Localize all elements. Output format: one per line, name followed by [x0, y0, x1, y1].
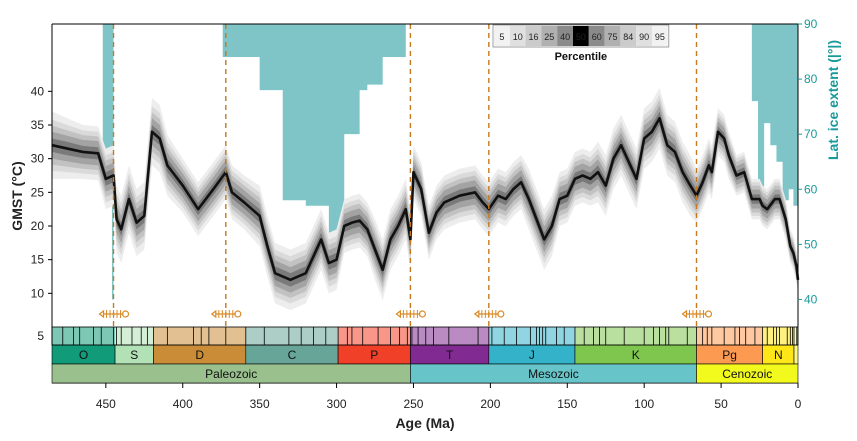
period-label-N: N: [774, 348, 783, 362]
x-tick-label: 50: [714, 397, 728, 411]
legend-label-90: 90: [639, 32, 649, 42]
era-label-Paleozoic: Paleozoic: [205, 367, 257, 381]
era-label-Cenozoic: Cenozoic: [722, 367, 772, 381]
stage-frame: [51, 326, 799, 346]
legend-label-16: 16: [528, 32, 538, 42]
band-p25-p75: [52, 105, 798, 293]
period-label-D: D: [195, 348, 204, 362]
y2-tick-label: 40: [804, 292, 818, 306]
legend-swatch-25: [541, 26, 558, 46]
legend-label-60: 60: [592, 32, 602, 42]
fish-icon: [395, 309, 426, 319]
stage-band-O: [52, 327, 116, 345]
y-tick-label: 25: [31, 185, 45, 199]
legend-label-95: 95: [655, 32, 665, 42]
y-tick-label: 40: [31, 84, 45, 98]
extinction-markers: [98, 24, 713, 327]
x-tick-label: 250: [403, 397, 423, 411]
legend-swatch-50: [573, 26, 589, 46]
stage-band-T: [410, 327, 489, 345]
y-tick-label: 35: [31, 118, 45, 132]
x-tick-label: 400: [173, 397, 193, 411]
legend-swatch-84: [620, 26, 637, 46]
stage-band-N: [762, 327, 795, 345]
y2-tick-label: 50: [804, 237, 818, 251]
x-axis-title: Age (Ma): [395, 415, 454, 431]
era-label-Mesozoic: Mesozoic: [528, 367, 579, 381]
y-tick-label: 20: [31, 219, 45, 233]
legend-swatch-90: [636, 26, 652, 46]
y2-axis-title: Lat. ice extent (|°|): [825, 40, 841, 160]
period-label-Pg: Pg: [722, 348, 737, 362]
axis-titles: Age (Ma) GMST (°C) Lat. ice extent (|°|): [9, 40, 841, 431]
y2-tick-label: 60: [804, 182, 818, 196]
x-tick-label: 350: [250, 397, 270, 411]
fish-icon: [681, 309, 713, 319]
legend-label-50: 50: [576, 32, 586, 42]
legend-swatch-75: [604, 26, 621, 46]
period-label-T: T: [446, 348, 454, 362]
stage-band-C: [245, 327, 339, 345]
era-Cenozoic: [696, 363, 799, 384]
fish-icon: [210, 309, 242, 319]
stage-band-S: [115, 327, 154, 345]
legend-label-10: 10: [513, 32, 523, 42]
median-series-line: [51, 116, 800, 282]
period-label-S: S: [130, 348, 138, 362]
fish-icon: [473, 309, 505, 319]
stage-band-Pg: [696, 327, 763, 345]
legend-label-40: 40: [560, 32, 570, 42]
ice-extent-2: [222, 24, 406, 234]
median-line: [51, 116, 800, 282]
x-tick-label: 300: [327, 397, 347, 411]
stage-band-J: [488, 327, 575, 345]
legend-swatch-5: [494, 26, 510, 46]
x-tick-label: 150: [557, 397, 577, 411]
y-tick-label: 30: [31, 152, 45, 166]
period-label-J: J: [529, 348, 535, 362]
x-tick-label: 450: [96, 397, 116, 411]
fish-icon: [98, 309, 130, 319]
legend-swatch-95: [652, 26, 668, 46]
period-label-P: P: [370, 348, 378, 362]
legend-title: Percentile: [555, 51, 608, 63]
stage-band-P: [338, 327, 411, 345]
stage-band-Q: [794, 327, 798, 345]
period-label-O: O: [79, 348, 88, 362]
y-tick-label: 15: [31, 253, 45, 267]
x-tick-label: 200: [480, 397, 500, 411]
stage-band-D: [153, 327, 246, 345]
period-label-K: K: [632, 348, 640, 362]
y-tick-label: 10: [31, 286, 45, 300]
geologic-timescale: O S D C P T J K Pg N Paleozoic Mesozoic Cenozoic: [51, 326, 799, 384]
x-tick-label: 100: [634, 397, 654, 411]
period-label-C: C: [288, 348, 297, 362]
ice-extent-3: [744, 24, 798, 234]
y2-tick-label: 70: [804, 127, 818, 141]
y2-tick-label: 90: [804, 17, 818, 31]
legend-label-75: 75: [607, 32, 617, 42]
y2-tick-label: 80: [804, 72, 818, 86]
y-tick-label-5: 5: [37, 329, 44, 343]
period-Q: [793, 344, 799, 365]
legend-label-84: 84: [623, 32, 633, 42]
percentile-legend: 5 10 16 25 40 50 60 75 84 90 95 Percentile: [492, 24, 670, 63]
y-axis-title: GMST (°C): [9, 161, 25, 230]
legend-label-25: 25: [544, 32, 554, 42]
percentile-bands: [52, 87, 798, 311]
legend-swatch-60: [588, 26, 605, 46]
legend-label-5: 5: [499, 32, 504, 42]
legend-swatch-10: [509, 26, 526, 46]
x-tick-label: 0: [795, 397, 802, 411]
legend-swatch-16: [525, 26, 542, 46]
legend-swatch-40: [557, 26, 573, 46]
